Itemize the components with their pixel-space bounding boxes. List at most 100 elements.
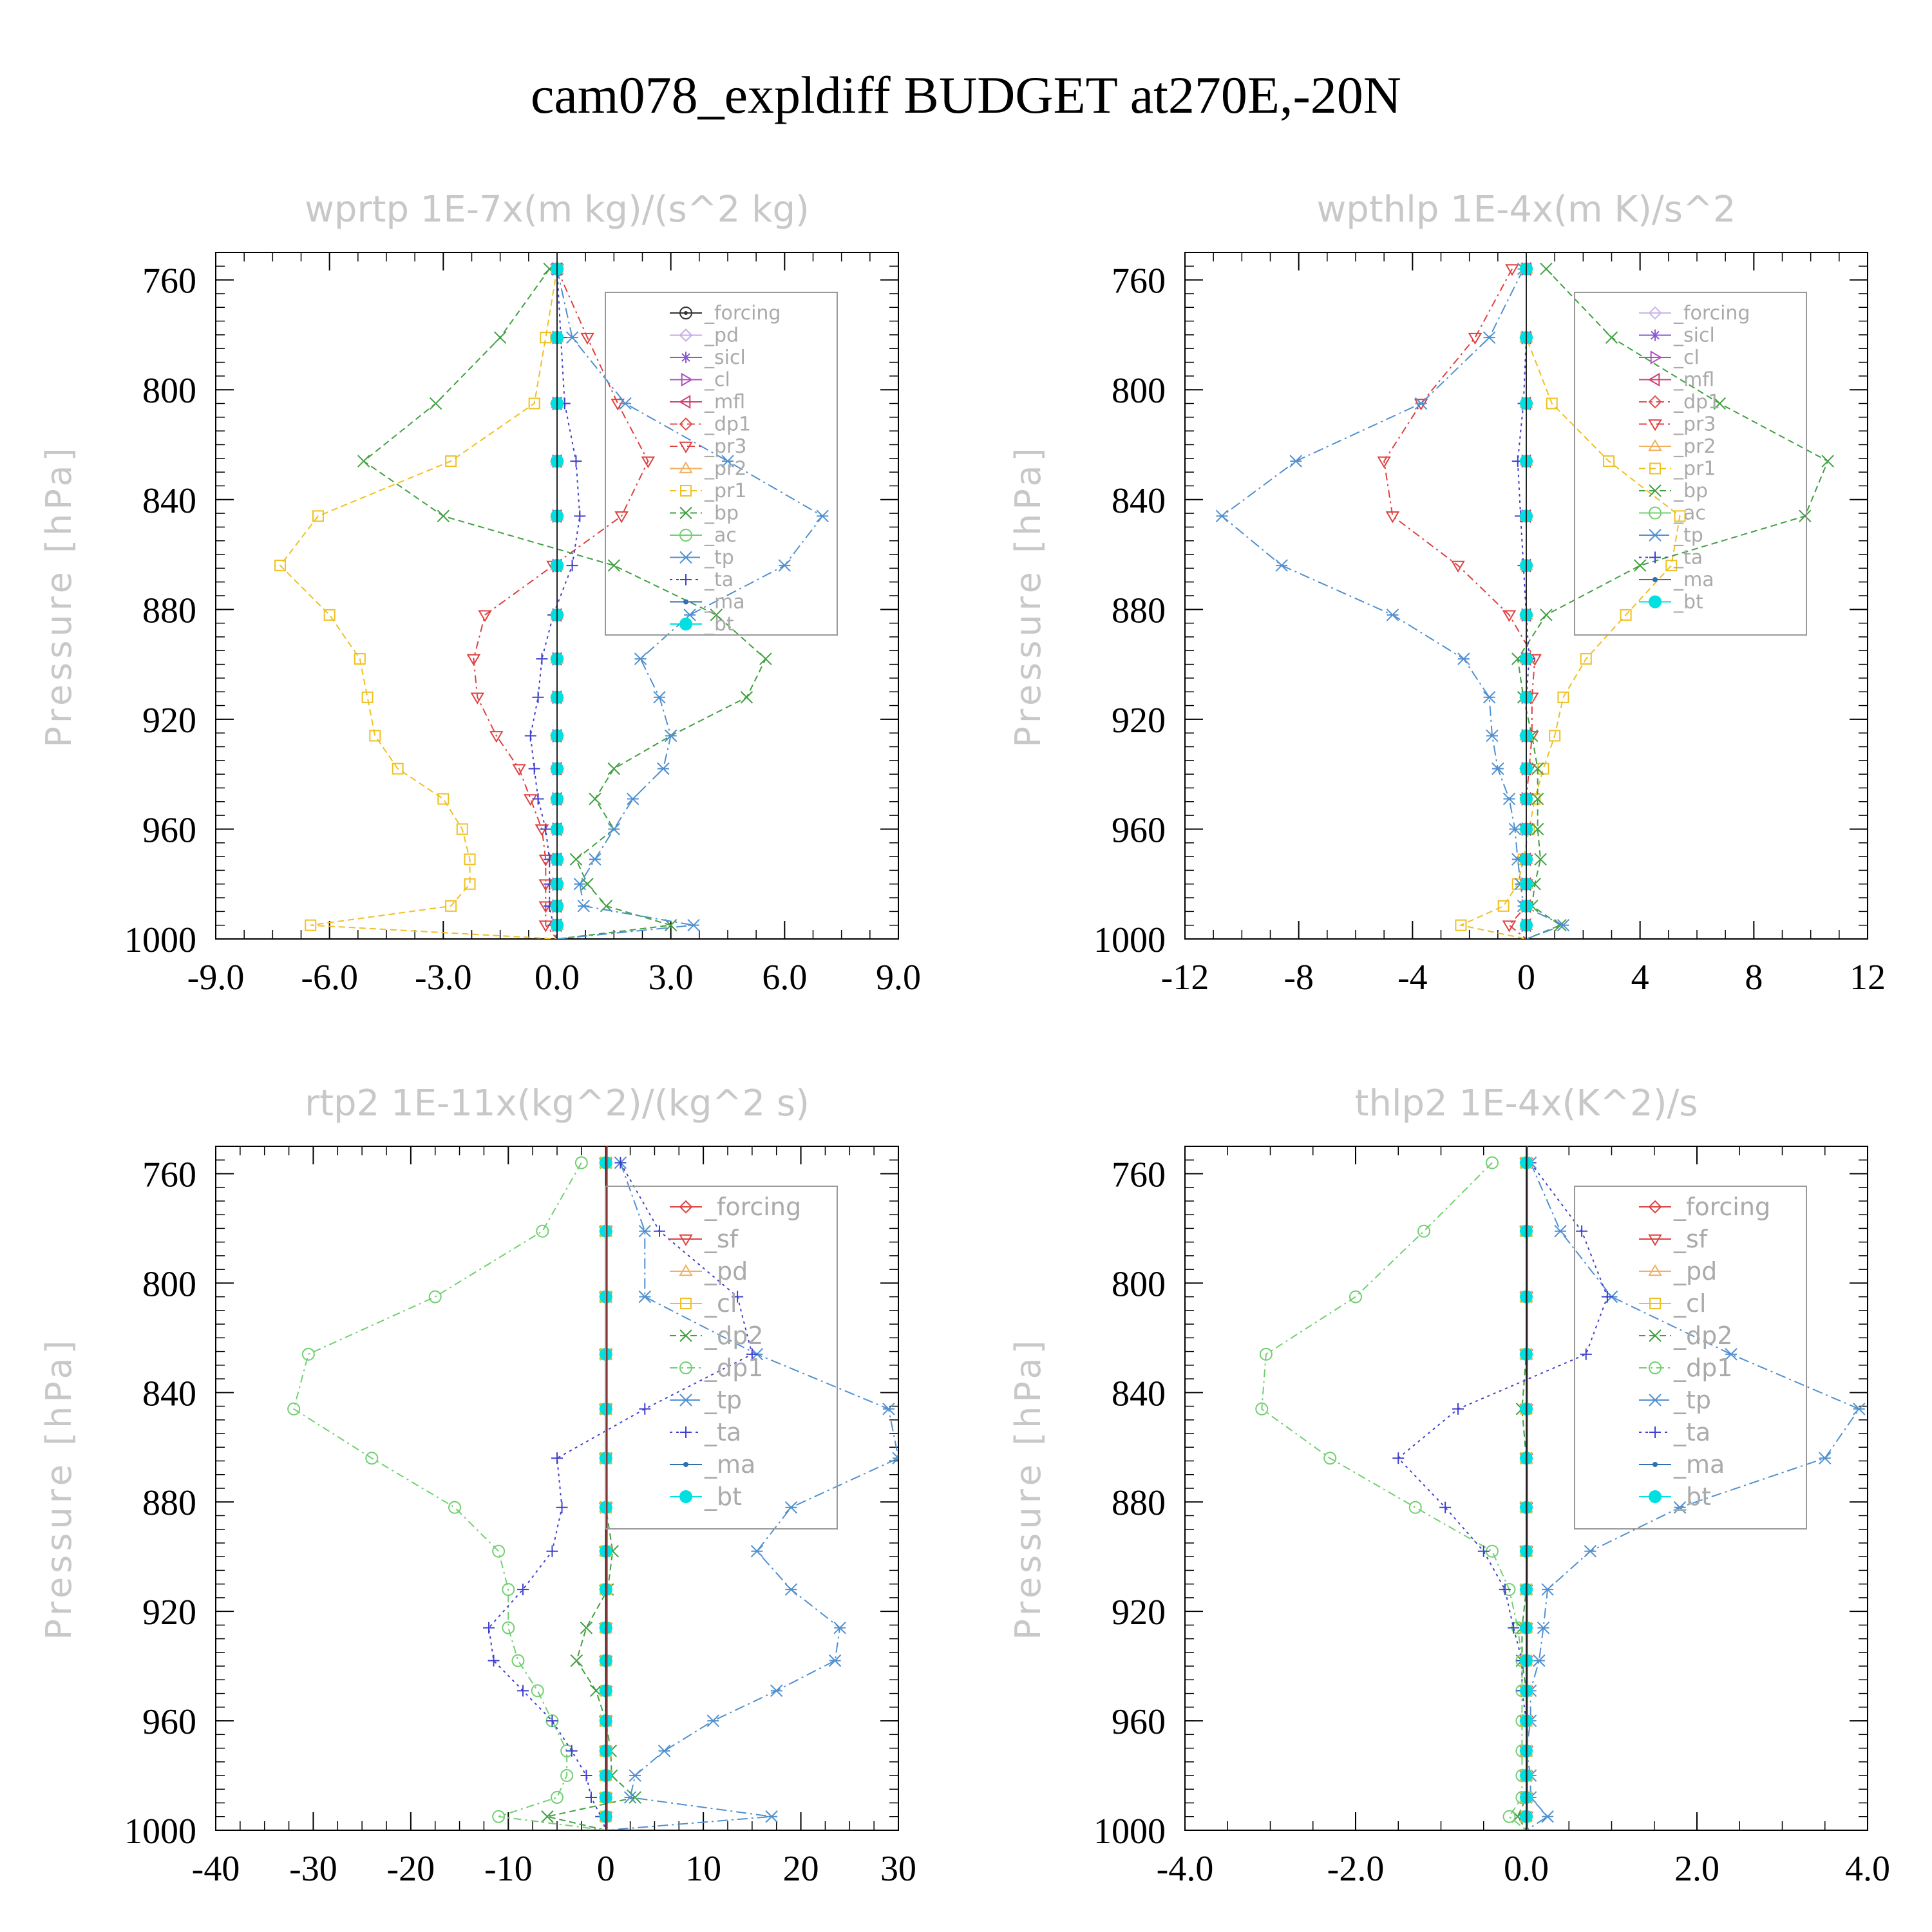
data-point [1497, 900, 1510, 912]
data-point [721, 455, 734, 468]
data-point [1408, 1501, 1422, 1514]
y-tick-label: 1000 [1094, 1812, 1166, 1852]
legend-label: _bt [1673, 1482, 1711, 1511]
x-tick-label: 8 [1745, 958, 1763, 998]
data-point [365, 1452, 379, 1465]
data-point [1549, 730, 1561, 742]
data-point [361, 691, 374, 703]
x-tick-label: 4 [1631, 958, 1649, 998]
data-point [517, 1685, 529, 1697]
y-tick-label: 1000 [124, 1812, 196, 1852]
legend-swatch-marker [679, 618, 692, 630]
legend-swatch-marker [1649, 1361, 1662, 1374]
data-point [589, 853, 601, 866]
data-point [784, 1583, 798, 1596]
data-point [1665, 560, 1678, 572]
legend-box [1574, 292, 1807, 636]
data-point [464, 853, 476, 866]
x-tick-label: 4.0 [1845, 1849, 1890, 1889]
data-point [664, 729, 677, 743]
data-point [574, 1156, 588, 1170]
data-point [478, 610, 492, 622]
series-group [274, 252, 829, 939]
legend-label: _tp [704, 547, 734, 569]
data-point [305, 919, 317, 931]
data-point [607, 822, 621, 836]
data-point [833, 1621, 846, 1634]
data-point [1674, 510, 1686, 522]
data-point [556, 1501, 568, 1513]
data-point [710, 609, 723, 621]
data-point [1468, 332, 1482, 345]
data-point [653, 691, 666, 704]
x-tick-label: -4.0 [1157, 1849, 1214, 1889]
series-line [1525, 1162, 1861, 1830]
legend-label: _pr3 [1673, 413, 1716, 436]
data-point [638, 1224, 651, 1238]
data-point [1540, 609, 1553, 621]
legend-label: _tp [1673, 524, 1703, 547]
legend-label: _dp1 [1673, 391, 1720, 413]
x-tick-label: -12 [1161, 958, 1209, 998]
data-point [577, 900, 590, 913]
data-point [528, 762, 540, 775]
legend-swatch-marker [679, 529, 692, 542]
y-tick-label: 960 [142, 1702, 196, 1742]
legend-label: _cl [704, 1289, 737, 1318]
legend-label: _pd [704, 1257, 748, 1285]
y-tick-label: 840 [1112, 1374, 1166, 1414]
legend-label: _bp [704, 502, 739, 525]
y-tick-label: 800 [142, 371, 196, 411]
legend-label: _ma [704, 1450, 755, 1479]
legend-swatch-marker [1648, 439, 1662, 451]
data-point [492, 1810, 506, 1823]
data-point [1386, 609, 1399, 621]
panel-3: rtp2 1E-11x(kg^2)/(kg^2 s) Pressure [hPa]… [39, 1083, 916, 1889]
x-tick-label: -30 [289, 1849, 337, 1889]
data-point [1531, 762, 1544, 775]
legend-label: _sicl [1673, 325, 1715, 347]
y-tick-label: 840 [142, 1374, 196, 1414]
legend-label: _tp [704, 1386, 742, 1414]
data-point [1541, 1583, 1554, 1596]
data-point [1502, 920, 1517, 933]
data-point [607, 762, 621, 775]
data-point [1502, 792, 1516, 806]
y-tick-label: 800 [1112, 371, 1166, 411]
data-point [464, 878, 476, 890]
data-point [538, 920, 553, 933]
data-point [1537, 1621, 1550, 1634]
legend-label: _dp1 [704, 413, 751, 436]
legend-swatch-marker [1648, 1200, 1662, 1214]
series-line [1517, 268, 1829, 939]
data-point [456, 823, 468, 835]
data-point [614, 1157, 627, 1169]
data-point [492, 1544, 506, 1558]
y-axis-label: Pressure [hPa] [39, 444, 79, 747]
series-line [292, 1162, 606, 1830]
data-point [1455, 919, 1467, 931]
panel-title: wpthlp 1E-4x(m K)/s^2 [1316, 189, 1736, 231]
series-line [1459, 269, 1681, 939]
data-point [1541, 1810, 1554, 1823]
x-tick-label: 0 [1517, 958, 1535, 998]
y-tick-label: 1000 [1094, 920, 1166, 960]
data-point [1505, 264, 1519, 276]
data-point [614, 511, 629, 524]
data-point [1289, 455, 1302, 468]
data-point [1275, 559, 1288, 572]
legend-swatch-marker [683, 1462, 688, 1467]
data-point [627, 792, 639, 806]
legend-swatch-marker [1649, 1298, 1661, 1309]
legend-label: _bp [1673, 480, 1708, 502]
legend-swatch-marker [1648, 419, 1662, 431]
data-point [1601, 1291, 1613, 1303]
legend-label: _ma [1673, 1450, 1725, 1479]
data-point [1452, 1403, 1464, 1415]
data-point [828, 1654, 842, 1667]
data-point [574, 510, 586, 522]
data-point [536, 653, 548, 665]
legend-label: _forcing [1673, 302, 1750, 325]
